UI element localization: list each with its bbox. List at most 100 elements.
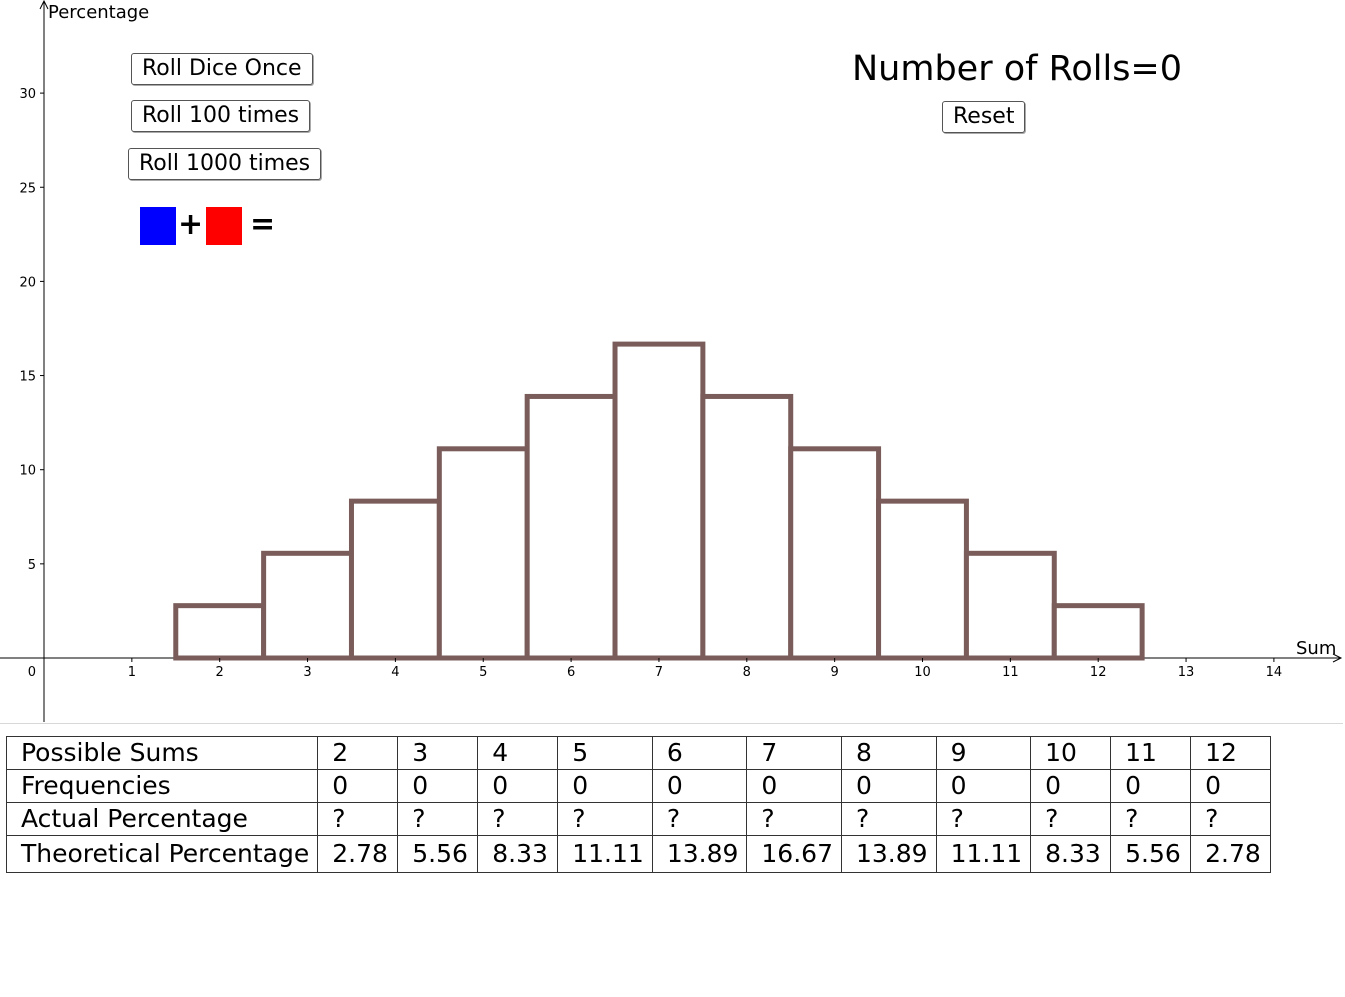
histogram-bar-2 <box>173 603 267 661</box>
table-cell: 5.56 <box>397 835 479 873</box>
histogram-bar-3 <box>261 550 354 661</box>
table-cell: 0 <box>840 769 937 803</box>
histogram-bar-12 <box>1051 603 1145 661</box>
x-tick-label: 4 <box>391 665 399 680</box>
x-tick-label: 9 <box>831 665 839 680</box>
table-cell: 0 <box>1110 769 1192 803</box>
table-cell: ? <box>651 802 748 836</box>
frequencies-row: Frequencies 0 0 0 0 0 0 0 0 0 0 0 <box>5 769 1272 803</box>
table-cell: ? <box>317 802 399 836</box>
table-cell: 16.67 <box>746 835 842 873</box>
row-label: Theoretical Percentage <box>5 835 319 873</box>
table-cell: 6 <box>651 736 748 770</box>
table-cell: 0 <box>1030 769 1112 803</box>
table-cell: ? <box>935 802 1032 836</box>
table-cell: 3 <box>397 736 479 770</box>
table-cell: 11.11 <box>935 835 1032 873</box>
x-tick-label: 7 <box>655 665 663 680</box>
x-tick-label: 13 <box>1178 665 1195 680</box>
roll-1000-button[interactable]: Roll 1000 times <box>128 148 322 180</box>
histogram-bar-4 <box>348 498 442 661</box>
table-cell: 10 <box>1030 736 1112 770</box>
table-cell: 8 <box>840 736 937 770</box>
table-cell: ? <box>477 802 559 836</box>
x-tick-label: 14 <box>1266 665 1283 680</box>
table-cell: 0 <box>317 769 399 803</box>
panel-divider <box>0 723 1343 724</box>
table-cell: 0 <box>397 769 479 803</box>
blue-die <box>140 207 176 245</box>
table-cell: 4 <box>477 736 559 770</box>
row-label: Possible Sums <box>5 736 319 770</box>
actual-percentage-row: Actual Percentage??????????? <box>5 802 1272 836</box>
x-tick-label: 5 <box>479 665 487 680</box>
y-tick-label: 20 <box>19 275 36 290</box>
table-cell: ? <box>1030 802 1112 836</box>
histogram-bar-6 <box>524 393 618 661</box>
y-axis-label: Percentage <box>48 2 149 23</box>
table-cell: 0 <box>935 769 1032 803</box>
table-cell: 8.33 <box>477 835 559 873</box>
table-cell: 11 <box>1110 736 1192 770</box>
histogram-bar-10 <box>876 498 969 661</box>
table-cell: 8.33 <box>1030 835 1112 873</box>
histogram-bars <box>173 341 1145 661</box>
y-tick-label: 25 <box>19 181 36 196</box>
histogram-bar-5 <box>436 446 530 661</box>
x-axis-label: Sum <box>1296 638 1336 659</box>
red-die <box>206 207 242 245</box>
row-label: Actual Percentage <box>5 802 319 836</box>
histogram-bar-11 <box>963 550 1057 661</box>
table-cell: ? <box>1190 802 1272 836</box>
table-cell: 0 <box>746 769 842 803</box>
table-cell: ? <box>746 802 842 836</box>
equals-sign: = <box>250 207 276 242</box>
row-label: Frequencies <box>5 769 319 803</box>
plus-sign: + <box>178 207 204 242</box>
x-tick-label: 8 <box>743 665 751 680</box>
table-cell: 0 <box>651 769 748 803</box>
x-axis-arrow <box>1332 653 1343 663</box>
histogram-bar-9 <box>788 446 882 661</box>
table-cell: ? <box>840 802 937 836</box>
x-tick-label: 2 <box>216 665 224 680</box>
histogram-bar-8 <box>700 393 794 661</box>
theoretical-percentage-row: Theoretical Percentage 2.78 5.56 8.33 11.11 1… <box>5 835 1272 873</box>
table-cell: 0 <box>477 769 559 803</box>
table-cell: 13.89 <box>651 835 748 873</box>
table-cell: 9 <box>935 736 1032 770</box>
roll-100-button[interactable]: Roll 100 times <box>131 100 311 132</box>
table-cell: 11.11 <box>557 835 653 873</box>
number-of-rolls-label: Number of Rolls=0 <box>852 49 1183 89</box>
frequency-table: Possible Sums 2 3 4 5 6 7 8 9 10 11 12 Frequencies 0 0… <box>5 736 1272 873</box>
table-cell: 13.89 <box>840 835 937 873</box>
x-tick-label: 11 <box>1002 665 1019 680</box>
x-tick-label: 3 <box>303 665 311 680</box>
table-cell: ? <box>397 802 479 836</box>
table-cell: 2.78 <box>317 835 399 873</box>
y-axis-arrow <box>39 0 49 10</box>
possible-sums-row: Possible Sums 2 3 4 5 6 7 8 9 10 11 12 <box>5 736 1272 770</box>
x-tick-label: 1 <box>128 665 136 680</box>
x-tick-label: 12 <box>1090 665 1107 680</box>
table-cell: ? <box>1110 802 1192 836</box>
x-tick-label: 10 <box>914 665 931 680</box>
table-cell: ? <box>557 802 653 836</box>
table-cell: 12 <box>1190 736 1272 770</box>
table-cell: 0 <box>557 769 653 803</box>
table-cell: 5 <box>557 736 653 770</box>
x-tick-label: 6 <box>567 665 575 680</box>
table-cell: 5.56 <box>1110 835 1192 873</box>
y-tick-label: 15 <box>19 370 36 385</box>
table-cell: 7 <box>746 736 842 770</box>
y-tick-label: 10 <box>19 464 36 479</box>
table-cell: 2 <box>317 736 399 770</box>
roll-once-button[interactable]: Roll Dice Once <box>131 53 313 85</box>
y-tick-label: 5 <box>28 558 36 573</box>
table-cell: 2.78 <box>1190 835 1272 873</box>
y-tick-label: 30 <box>19 87 36 102</box>
reset-button[interactable]: Reset <box>942 101 1026 133</box>
histogram-bar-7 <box>612 341 706 661</box>
table-cell: 0 <box>1190 769 1272 803</box>
